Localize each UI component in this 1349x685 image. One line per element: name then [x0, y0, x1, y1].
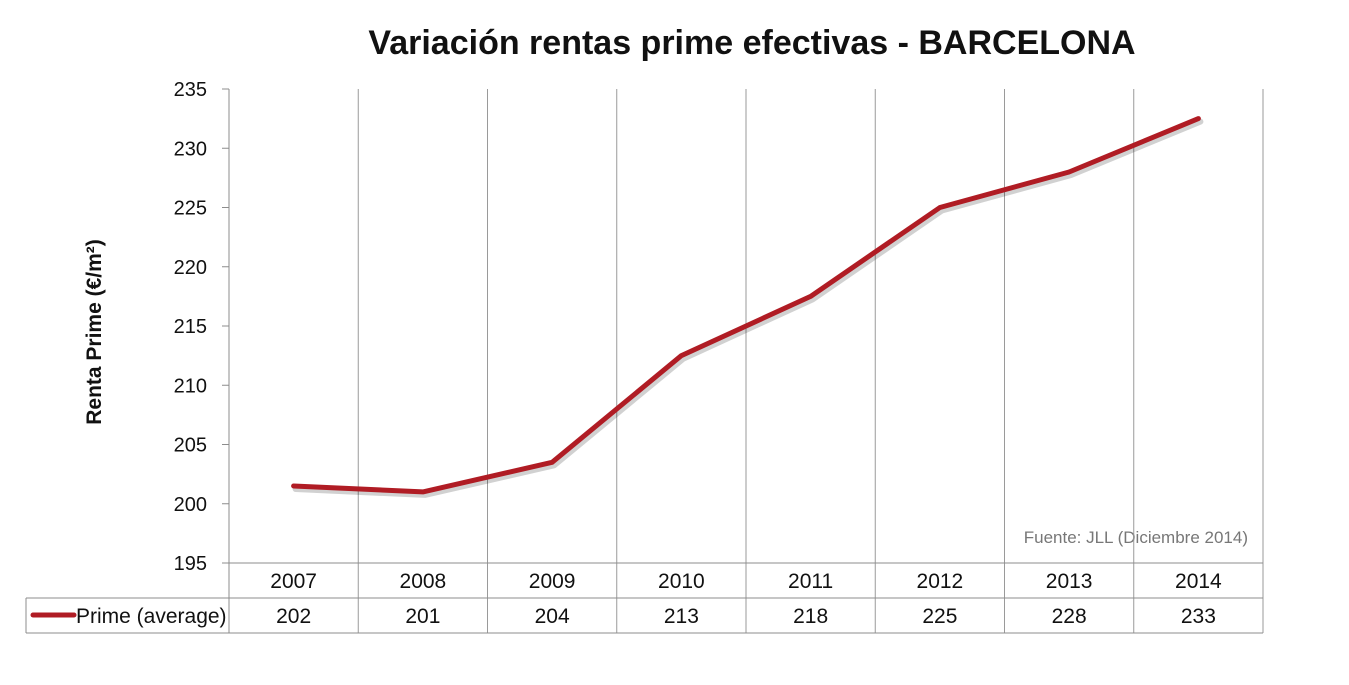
table-value: 233 [1181, 605, 1216, 628]
table-value: 213 [664, 605, 699, 628]
y-tick-label: 215 [174, 316, 207, 338]
series-line [291, 116, 1201, 495]
source-annotation: Fuente: JLL (Diciembre 2014) [1024, 528, 1248, 547]
y-tick-label: 220 [174, 257, 207, 279]
y-tick-label: 225 [174, 198, 207, 220]
table-value: 225 [922, 605, 957, 628]
x-tick-label: 2008 [400, 570, 447, 593]
x-tick-label: 2012 [917, 570, 964, 593]
table-value: 204 [535, 605, 570, 628]
x-tick-label: 2013 [1046, 570, 1093, 593]
axes [222, 88, 230, 633]
y-axis-label: Renta Prime (€/m²) [83, 239, 106, 425]
y-tick-label: 195 [174, 553, 207, 575]
table-value: 218 [793, 605, 828, 628]
x-tick-label: 2010 [658, 570, 705, 593]
y-tick-label: 205 [174, 435, 207, 457]
y-tick-label: 200 [174, 494, 207, 516]
y-tick-label: 235 [174, 79, 207, 101]
y-tick-labels: 235 230 225 220 215 210 205 200 195 [174, 79, 207, 575]
data-table: 2007 202 2008 201 2009 204 2010 213 2011 218 2012 2… [25, 562, 1263, 634]
legend-label: Prime (average) [76, 605, 227, 628]
chart-title: Variación rentas prime efectivas - BARCE… [368, 24, 1135, 62]
x-tick-label: 2007 [270, 570, 317, 593]
x-tick-label: 2014 [1175, 570, 1222, 593]
series-shadow [292, 118, 1204, 498]
x-tick-label: 2009 [529, 570, 576, 593]
series-layer [291, 116, 1204, 498]
y-tick-label: 230 [174, 138, 207, 160]
table-value: 201 [405, 605, 440, 628]
y-tick-label: 210 [174, 375, 207, 397]
grid-lines [357, 89, 1264, 633]
x-tick-label: 2011 [788, 570, 833, 593]
table-value: 228 [1052, 605, 1087, 628]
table-value: 202 [276, 605, 311, 628]
